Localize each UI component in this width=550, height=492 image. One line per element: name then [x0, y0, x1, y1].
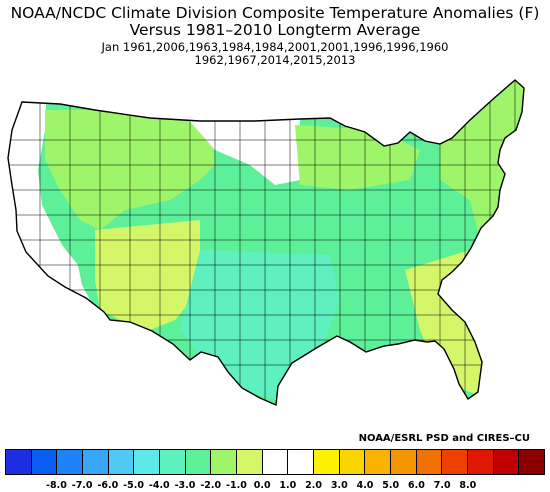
color-scale-tick-label: 1.0 [279, 480, 297, 491]
color-scale-tick-label: -6.0 [97, 480, 119, 491]
color-scale-tick-label: -8.0 [46, 480, 67, 491]
upper-midwest-region [295, 125, 420, 190]
color-scale-box [314, 450, 340, 474]
color-scale-box [237, 450, 263, 474]
color-scale-tick-label: 4.0 [356, 480, 374, 491]
color-scale-box [160, 450, 186, 474]
color-scale-box [339, 450, 366, 474]
color-scale-box [134, 450, 161, 474]
color-scale-box [493, 450, 520, 474]
color-scale-bar [5, 449, 545, 475]
color-scale-tick-label: 7.0 [433, 480, 451, 491]
color-scale-tick-label: -2.0 [200, 480, 222, 491]
color-scale-box [365, 450, 392, 474]
color-scale-box [442, 450, 469, 474]
color-scale-box [391, 450, 417, 474]
color-scale-box [468, 450, 494, 474]
color-scale-box [211, 450, 238, 474]
division-boundaries [8, 80, 524, 405]
color-scale-tick-label: 3.0 [330, 480, 348, 491]
map-title-line2: Versus 1981–2010 Longterm Average [129, 21, 421, 39]
color-scale-box [57, 450, 84, 474]
map-title-line1: NOAA/NCDC Climate Division Composite Tem… [10, 4, 540, 22]
color-scale-box [288, 450, 315, 474]
color-scale-tick-label: -7.0 [71, 480, 93, 491]
map-fill-layer [8, 80, 524, 405]
map-credit: NOAA/ESRL PSD and CIRES–CU [358, 433, 530, 444]
color-scale-box [519, 450, 545, 474]
southwest-region [95, 220, 200, 330]
color-scale-tick-label: -3.0 [174, 480, 196, 491]
color-scale-box [185, 450, 212, 474]
map-years-line2: 1962,1967,2014,2015,2013 [194, 53, 356, 67]
color-scale-tick-label: 2.0 [305, 480, 322, 491]
color-scale-box [262, 450, 289, 474]
color-scale-tick-label: 5.0 [382, 480, 400, 491]
color-scale-box [83, 450, 109, 474]
southern-plains-region [180, 250, 340, 400]
color-scale-box [6, 450, 32, 474]
color-scale-box [108, 450, 135, 474]
color-scale-tick-label: 6.0 [408, 480, 425, 491]
color-scale-box [31, 450, 58, 474]
color-scale-tick-label: 0.0 [253, 480, 271, 491]
map-years-line1: Jan 1961,2006,1963,1984,1984,2001,2001,1… [101, 40, 449, 54]
color-scale-tick-label: -4.0 [148, 480, 170, 491]
color-scale-ticks: -8.0 -7.0 -6.0 -5.0 -4.0 -3.0 -2.0 -1.0 0.0 1.0 2.… [5, 480, 545, 492]
color-scale-tick-label: -5.0 [123, 480, 144, 491]
color-scale-tick-label: -1.0 [226, 480, 247, 491]
us-climate-division-map [7, 79, 525, 406]
color-scale-box [416, 450, 443, 474]
color-scale-tick-label: 8.0 [459, 480, 477, 491]
